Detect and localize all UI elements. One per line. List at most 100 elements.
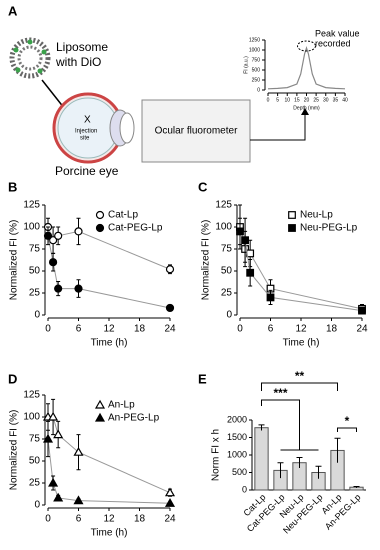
- panel-label: E: [198, 371, 207, 386]
- x-tick-label: 0: [237, 324, 243, 335]
- y-tick-label: 0: [257, 87, 260, 93]
- x-tick-label: 10: [284, 97, 290, 103]
- marker: [48, 236, 58, 245]
- marker: [164, 498, 176, 507]
- legend-label: Neu-Lp: [300, 210, 333, 221]
- x-tick-label: 18: [326, 324, 338, 335]
- x-tick-label: 24: [164, 514, 176, 525]
- y-tick-label: 25: [29, 478, 41, 489]
- legend-marker: [95, 223, 105, 233]
- y-tick-label: 125: [215, 200, 232, 211]
- marker: [43, 231, 53, 240]
- x-tick-label: 6: [268, 324, 274, 335]
- legend-marker: [95, 210, 105, 220]
- panel-label: C: [198, 179, 208, 194]
- marker: [165, 303, 175, 313]
- marker: [48, 258, 58, 267]
- y-tick-label: 0: [226, 310, 232, 321]
- legend-label: An-PEG-Lp: [108, 413, 160, 424]
- y-tick-label: 50: [221, 266, 233, 277]
- y-tick-label: 0: [34, 500, 40, 511]
- marker: [246, 268, 255, 277]
- y-tick-label: 0: [34, 310, 40, 321]
- marker: [48, 411, 59, 421]
- x-axis-title: Depth (mm): [293, 105, 320, 111]
- y-tick-label: 50: [29, 456, 41, 467]
- series-line: [48, 416, 171, 494]
- panel-label: B: [8, 179, 17, 194]
- legend-label: Neu-PEG-Lp: [300, 223, 358, 234]
- marker: [241, 236, 249, 245]
- y-tick-label: 250: [252, 77, 261, 83]
- y-tick-label: 500: [252, 67, 261, 73]
- annotation: Peak value: [315, 28, 360, 38]
- marker: [74, 284, 83, 293]
- y-tick-label: 1250: [249, 37, 260, 43]
- bracket: [261, 399, 319, 451]
- bracket: [261, 382, 338, 391]
- y-axis-title: FI (a.u.): [243, 56, 249, 74]
- x-tick-label: 25: [313, 97, 319, 103]
- site-mark: X: [84, 115, 91, 126]
- series-line: [47, 438, 171, 504]
- series-line: [239, 231, 363, 312]
- legend-label: Cat-Lp: [108, 210, 138, 221]
- y-tick-label: 125: [23, 200, 40, 211]
- x-tick-label: 0: [267, 97, 270, 103]
- panel-label: D: [8, 371, 17, 386]
- bar: [254, 427, 269, 491]
- marker: [54, 231, 63, 240]
- y-tick-label: 50: [29, 266, 41, 277]
- connector: [250, 112, 306, 141]
- x-tick-label: 35: [333, 97, 339, 103]
- x-tick-label: 40: [342, 97, 348, 103]
- marker: [73, 495, 84, 505]
- marker: [236, 227, 244, 236]
- x-tick-label: 6: [76, 514, 82, 525]
- series-line: [47, 235, 171, 309]
- marker: [358, 306, 366, 315]
- marker: [48, 477, 59, 487]
- y-tick-label: 100: [23, 222, 40, 233]
- liposome-label: Liposome: [56, 40, 108, 54]
- significance: *: [345, 414, 350, 428]
- legend-label: An-Lp: [108, 400, 135, 411]
- device-box: [141, 99, 251, 163]
- annotation: recorded: [315, 38, 351, 48]
- liposome-icon: [9, 37, 51, 79]
- liposome-label: with DiO: [55, 55, 101, 69]
- error-bar: [334, 437, 341, 463]
- x-tick-label: 12: [295, 324, 307, 335]
- y-tick-label: 750: [252, 57, 261, 63]
- eye-icon: [52, 92, 135, 164]
- y-tick-label: 1500: [227, 432, 247, 442]
- y-axis-title: Normalized FI (%): [201, 220, 212, 301]
- x-axis-title: Time (h): [91, 338, 128, 349]
- y-axis-title: Norm FI x h: [211, 429, 222, 481]
- y-tick-label: 100: [23, 412, 40, 423]
- x-tick-label: 0: [45, 514, 51, 525]
- marker: [266, 293, 275, 302]
- x-tick-label: 6: [76, 324, 82, 335]
- x-tick-label: 0: [45, 324, 51, 335]
- y-tick-label: 0: [242, 484, 247, 494]
- error-bar: [353, 486, 360, 488]
- x-tick-label: 18: [134, 514, 146, 525]
- x-tick-label: 24: [164, 324, 176, 335]
- x-tick-label: 30: [323, 97, 329, 103]
- error-bar: [315, 465, 322, 479]
- x-axis-title: Time (h): [283, 338, 320, 349]
- legend-marker: [288, 211, 296, 219]
- marker: [53, 429, 64, 439]
- error-bar: [296, 456, 303, 468]
- y-tick-label: 1000: [227, 449, 247, 459]
- y-tick-label: 75: [29, 434, 41, 445]
- marker: [42, 433, 54, 443]
- legend-marker: [94, 399, 106, 409]
- device-label: Ocular fluorometer: [155, 126, 238, 137]
- peak-marker: [297, 40, 316, 52]
- y-tick-label: 75: [29, 244, 41, 255]
- connector-head: [301, 108, 309, 115]
- legend-marker: [94, 412, 106, 422]
